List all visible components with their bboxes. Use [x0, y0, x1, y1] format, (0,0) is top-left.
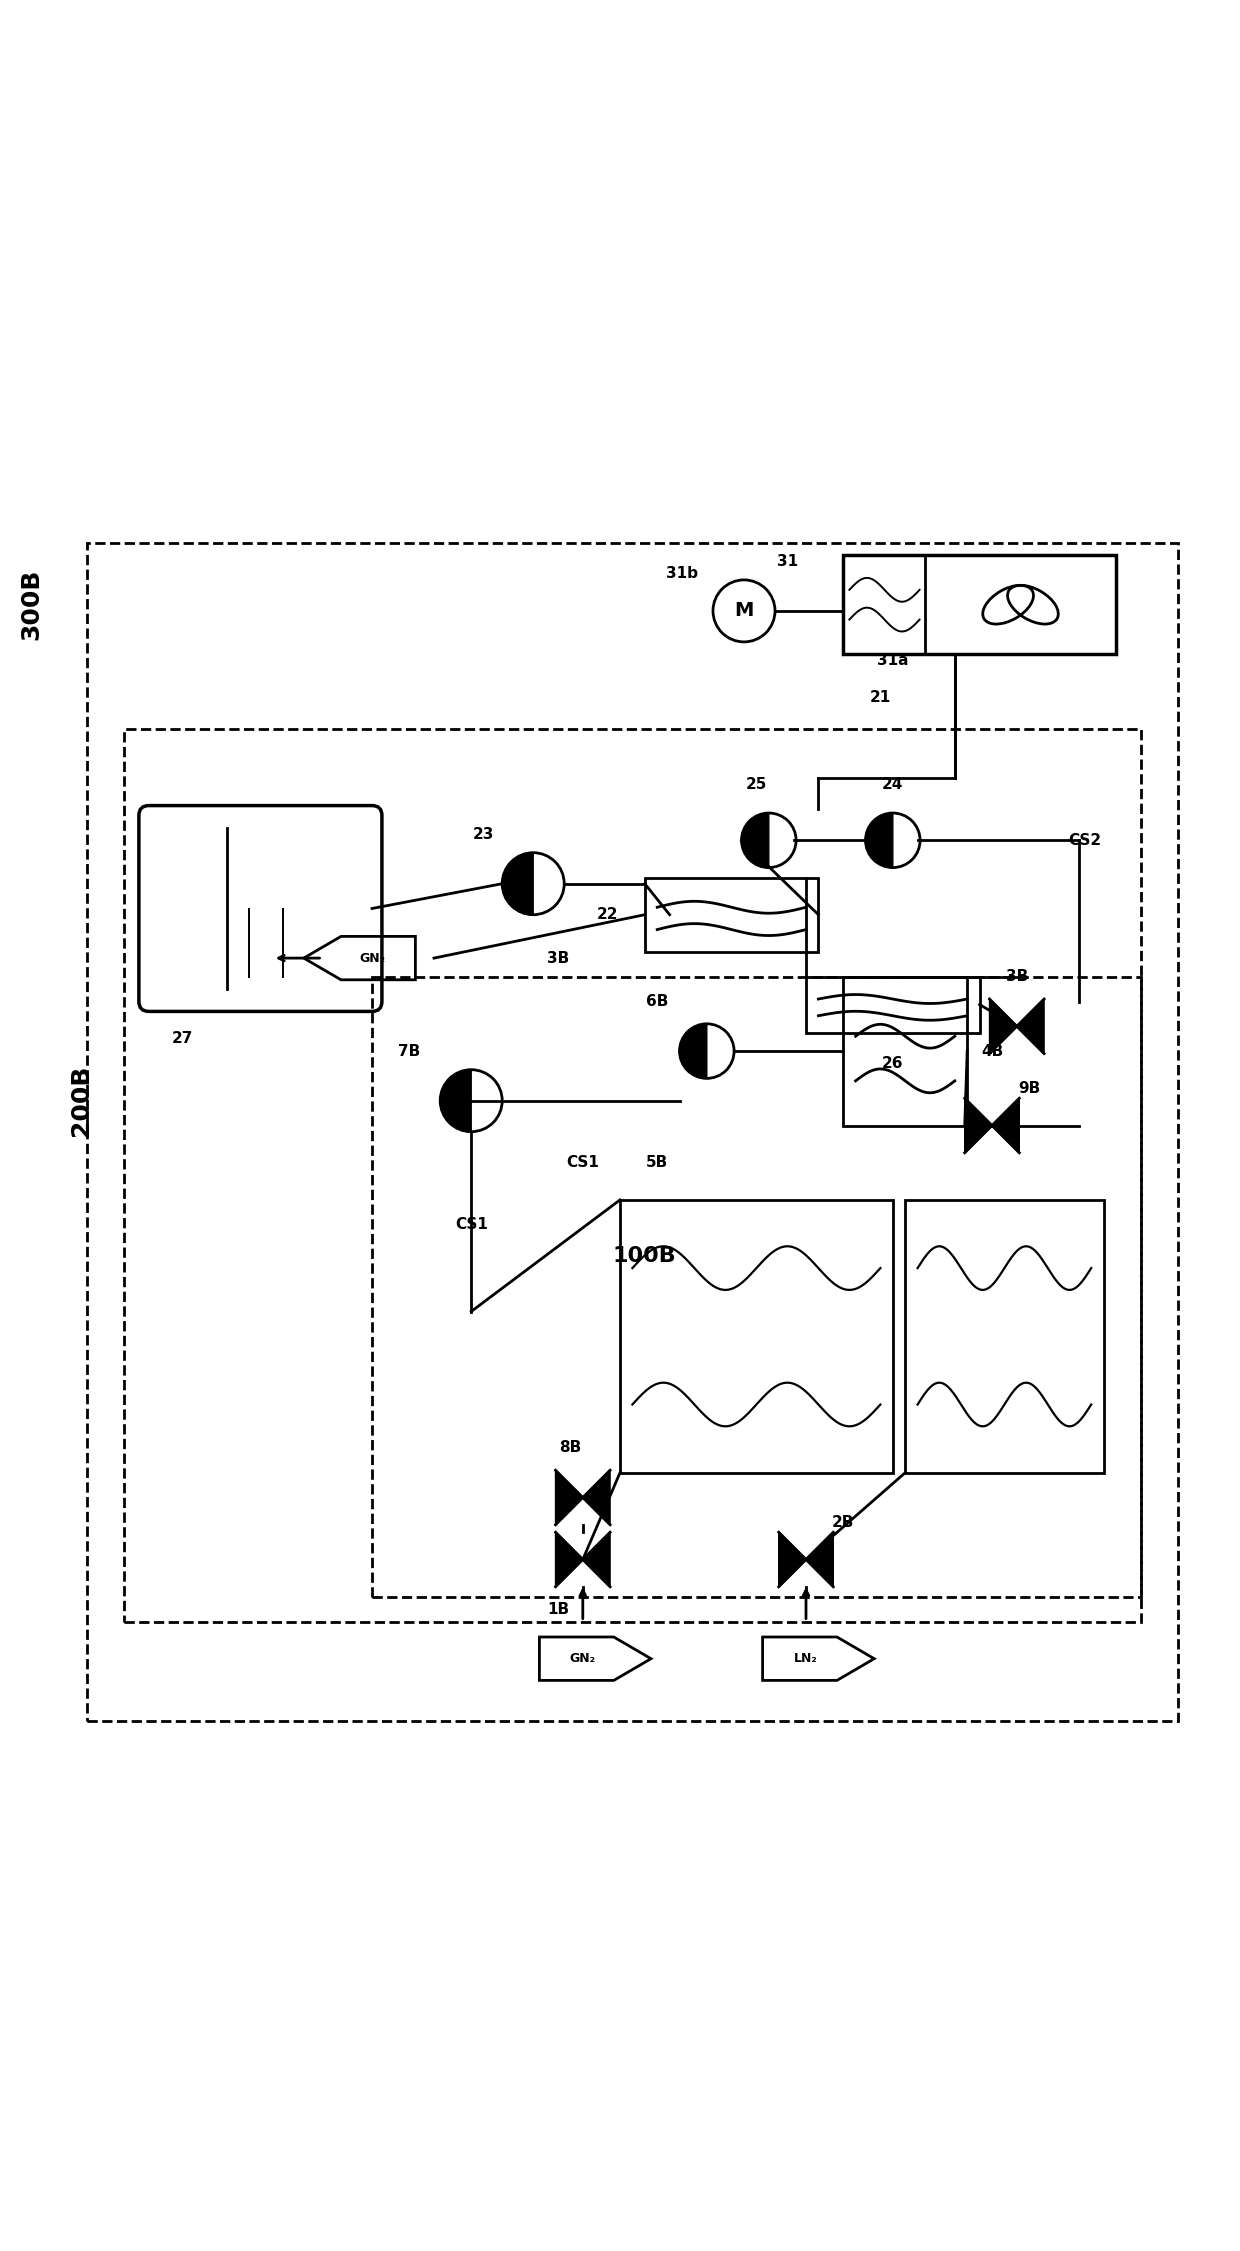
Text: 31b: 31b	[666, 567, 698, 581]
Text: 31: 31	[776, 554, 799, 570]
Polygon shape	[990, 999, 1017, 1053]
Text: 2B: 2B	[832, 1515, 854, 1531]
Text: 27: 27	[171, 1031, 193, 1047]
Text: CS2: CS2	[1069, 833, 1101, 849]
Polygon shape	[583, 1533, 610, 1587]
Text: M: M	[734, 601, 754, 621]
Text: CS1: CS1	[567, 1155, 599, 1171]
Polygon shape	[583, 1470, 610, 1524]
Text: 100B: 100B	[613, 1245, 677, 1265]
Bar	[87, 542, 1178, 1720]
Text: 6B: 6B	[646, 995, 668, 1008]
Bar	[620, 1200, 893, 1472]
Bar	[905, 1200, 1104, 1472]
Bar	[843, 556, 925, 655]
Text: CS1: CS1	[455, 1218, 487, 1231]
Polygon shape	[502, 853, 533, 914]
Text: 3B: 3B	[1006, 970, 1028, 984]
Text: 5B: 5B	[646, 1155, 668, 1171]
Text: 8B: 8B	[559, 1441, 582, 1456]
Text: 9B: 9B	[1018, 1080, 1040, 1096]
Text: 24: 24	[882, 777, 904, 792]
Polygon shape	[680, 1024, 707, 1078]
Bar	[843, 977, 967, 1126]
Polygon shape	[806, 1533, 833, 1587]
Text: 3B: 3B	[547, 950, 569, 966]
Text: 31a: 31a	[877, 653, 909, 669]
Text: LN₂: LN₂	[794, 1652, 818, 1666]
Polygon shape	[742, 813, 769, 867]
Polygon shape	[779, 1533, 806, 1587]
Text: GN₂: GN₂	[360, 952, 384, 966]
Text: 1B: 1B	[547, 1603, 569, 1616]
Text: 23: 23	[472, 826, 495, 842]
Text: 25: 25	[745, 777, 768, 792]
Text: 21: 21	[869, 691, 892, 705]
Text: 300B: 300B	[19, 570, 43, 639]
Polygon shape	[1017, 999, 1044, 1053]
Polygon shape	[866, 813, 893, 867]
Text: 22: 22	[596, 907, 619, 923]
Text: GN₂: GN₂	[570, 1652, 595, 1666]
Polygon shape	[556, 1533, 583, 1587]
Bar	[645, 878, 818, 952]
Polygon shape	[556, 1470, 583, 1524]
Text: 200B: 200B	[68, 1065, 93, 1137]
Text: 7B: 7B	[398, 1044, 420, 1058]
Text: 26: 26	[882, 1056, 904, 1071]
Polygon shape	[965, 1098, 992, 1153]
Bar	[843, 556, 1116, 655]
Polygon shape	[992, 1098, 1019, 1153]
Bar	[124, 729, 1141, 1621]
Polygon shape	[440, 1069, 471, 1132]
Bar	[806, 977, 980, 1033]
Text: 4B: 4B	[981, 1044, 1003, 1058]
Bar	[372, 977, 1141, 1596]
